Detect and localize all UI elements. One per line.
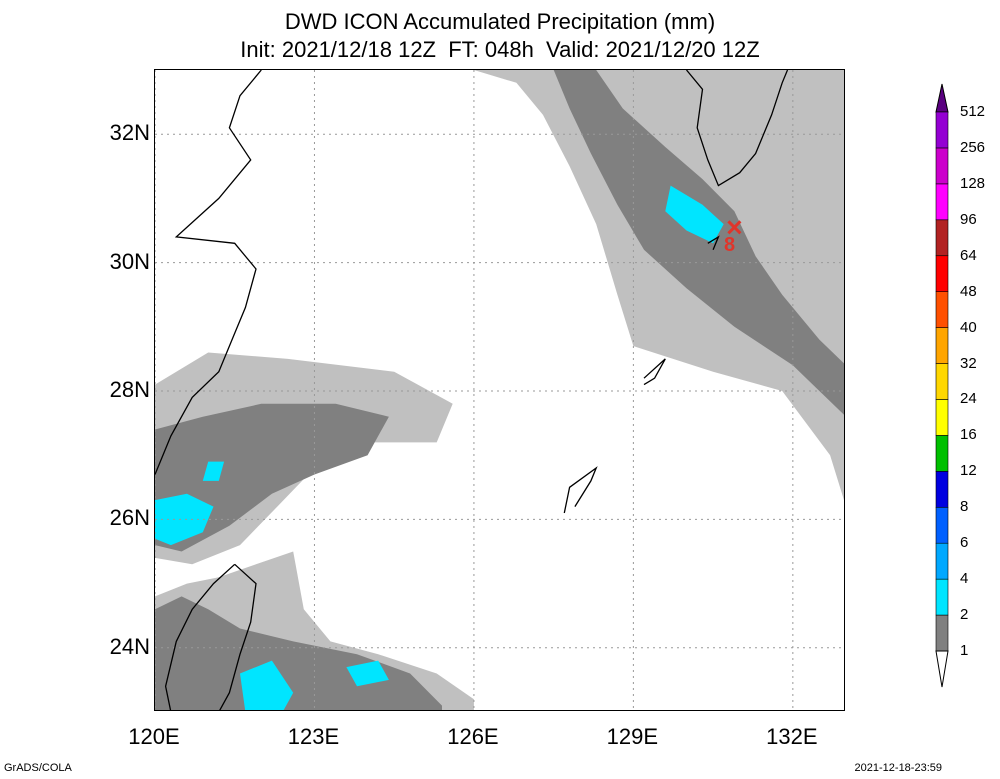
coastline-3	[563, 466, 598, 514]
colorbar-level-label: 16	[960, 426, 977, 444]
chart-subtitle: Init: 2021/12/18 12Z FT: 048h Valid: 202…	[240, 37, 760, 62]
precip-region-9	[240, 660, 294, 710]
colorbar-level-label: 4	[960, 570, 969, 588]
colorbar-bottom-arrow	[935, 650, 949, 688]
colorbar-segment-11	[935, 255, 949, 292]
colorbar-segment-12	[935, 219, 949, 257]
colorbar-level-label: 64	[960, 246, 977, 264]
y-tick-label: 26N	[109, 505, 150, 531]
y-tick-label: 24N	[109, 633, 150, 659]
colorbar-level-label: 12	[960, 462, 977, 480]
storm-marker-x-b	[727, 220, 742, 235]
x-tick-label: 120E	[128, 724, 180, 749]
colorbar	[935, 83, 949, 688]
colorbar-segment-6	[935, 435, 949, 472]
coastline-4	[643, 358, 666, 386]
colorbar-level-label: 1	[960, 642, 969, 659]
x-tick-label: 126E	[447, 724, 499, 749]
precip-region-3	[553, 70, 844, 415]
colorbar-level-label: 96	[960, 210, 977, 228]
footer-timestamp: 2021-12-18-23:59	[854, 762, 942, 774]
colorbar-segment-2	[935, 578, 949, 616]
y-tick-label: 32N	[109, 120, 150, 146]
colorbar-segment-1	[935, 614, 949, 652]
storm-marker-label: 8	[724, 234, 736, 256]
colorbar-segment-3	[935, 542, 949, 580]
coastline-5	[707, 235, 720, 251]
y-tick-label: 28N	[109, 377, 150, 402]
colorbar-top-arrow	[935, 83, 949, 113]
colorbar-level-label: 32	[960, 354, 977, 372]
colorbar-level-label: 2	[960, 606, 969, 624]
chart-title: DWD ICON Accumulated Precipitation (mm)	[284, 9, 716, 34]
x-tick-label: 129E	[606, 724, 659, 749]
precip-region-4	[155, 403, 389, 552]
colorbar-segment-4	[935, 506, 949, 544]
precip-region-0	[473, 70, 844, 501]
colorbar-segment-9	[935, 327, 949, 364]
coastline-0	[155, 70, 262, 475]
precip-region-7	[155, 493, 214, 546]
y-tick-label: 30N	[109, 248, 150, 274]
coastline-1	[685, 70, 789, 187]
colorbar-segment-13	[935, 183, 949, 221]
x-tick-label: 123E	[287, 724, 340, 749]
colorbar-segment-5	[935, 471, 949, 508]
precip-region-6	[665, 185, 724, 244]
colorbar-segment-15	[935, 111, 949, 149]
map-plot-area	[154, 69, 845, 711]
footer-credit: GrADS/COLA	[4, 762, 72, 774]
colorbar-segment-14	[935, 147, 949, 185]
colorbar-segment-10	[935, 291, 949, 328]
precip-region-10	[346, 660, 389, 687]
colorbar-level-label: 256	[960, 138, 986, 156]
precipitation-map	[155, 70, 844, 710]
colorbar-level-label: 6	[960, 534, 969, 552]
colorbar-level-label: 48	[960, 282, 977, 300]
colorbar-level-label: 8	[960, 498, 969, 516]
colorbar-level-label: 40	[960, 318, 977, 336]
colorbar-level-label: 128	[960, 174, 986, 192]
colorbar-level-label: 512	[960, 103, 986, 120]
colorbar-segment-8	[935, 363, 949, 400]
x-tick-label: 132E	[766, 724, 818, 749]
colorbar-level-label: 24	[960, 390, 977, 408]
precip-region-8	[202, 461, 225, 481]
coastline-2	[164, 563, 257, 710]
colorbar-segment-7	[935, 399, 949, 436]
